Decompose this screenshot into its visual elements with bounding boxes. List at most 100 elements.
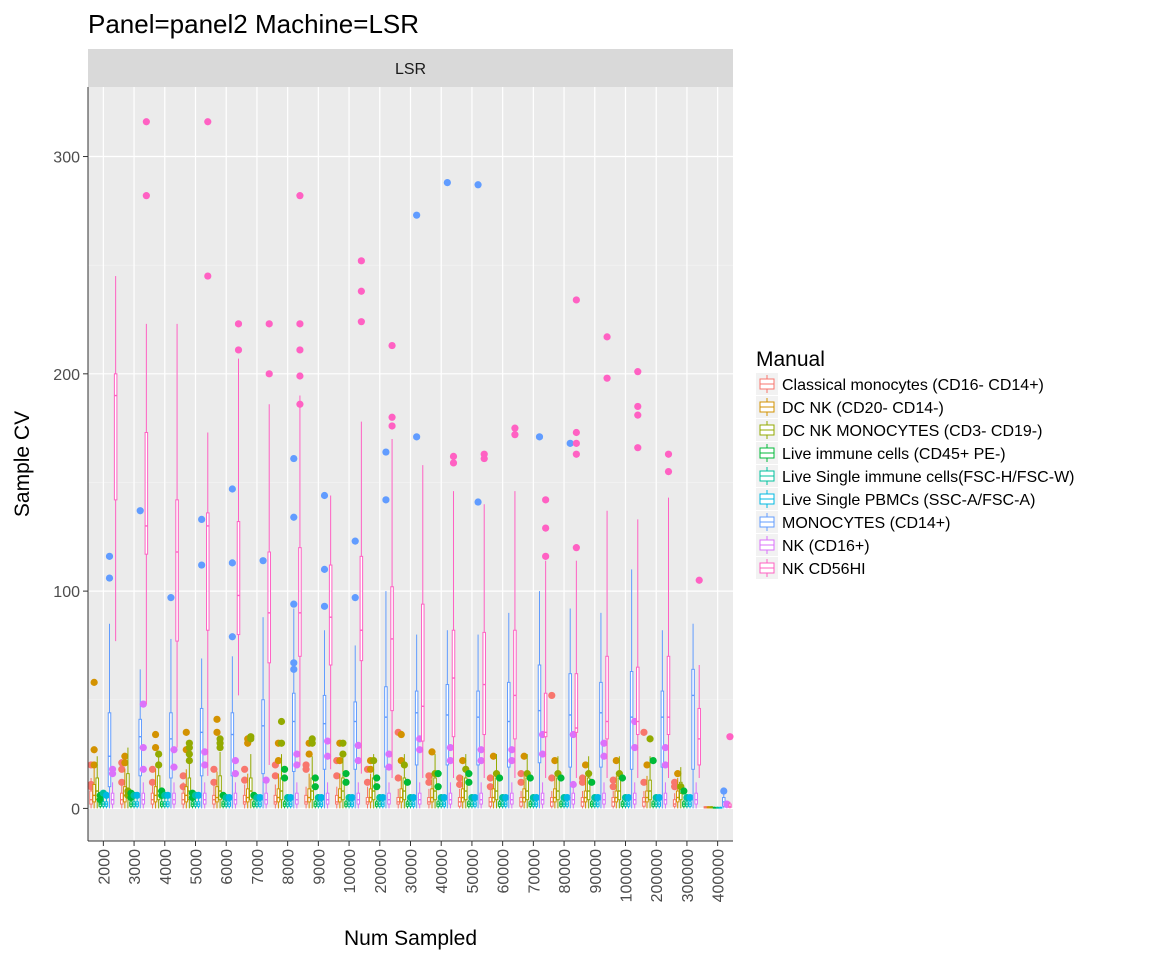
outlier-point [102, 791, 111, 799]
box-plot [551, 757, 559, 809]
outlier-point [548, 691, 556, 700]
outlier-point [323, 737, 332, 745]
box-plot [328, 495, 333, 770]
x-tick-label: 60000 [496, 849, 513, 894]
box-body [368, 788, 373, 803]
outlier-point [305, 750, 313, 758]
box-plot [142, 118, 150, 705]
box-body [675, 790, 680, 803]
box-plot [216, 735, 224, 809]
outlier-point [618, 774, 627, 782]
x-tick-label: 6000 [219, 849, 236, 885]
box-plot [201, 748, 209, 809]
box-plot [542, 496, 550, 778]
box-plot [213, 715, 221, 809]
box-body [507, 681, 511, 768]
box-body [172, 792, 176, 805]
outlier-point [121, 752, 129, 760]
box-plot [694, 782, 698, 809]
box-plot [280, 765, 289, 809]
box-plot [649, 757, 657, 809]
outlier-point [434, 770, 442, 778]
legend-item: NK (CD16+) [756, 534, 870, 556]
box-body [169, 712, 173, 779]
legend-item: Live Single immune cells(FSC-H/FSC-W) [756, 465, 1075, 487]
outlier-point [296, 372, 304, 380]
box-plot [351, 537, 359, 809]
box-plot [175, 323, 179, 748]
box-plot [548, 691, 556, 809]
box-body [233, 792, 238, 805]
box-plot [709, 806, 714, 809]
outlier-point [517, 770, 525, 778]
box-plot [164, 791, 172, 809]
legend-label: Live immune cells (CD45+ PE-) [782, 446, 1006, 463]
outlier-point [121, 759, 129, 767]
box-plot [588, 778, 596, 809]
legend-label: NK CD56HI [782, 561, 866, 578]
box-plot [108, 765, 117, 809]
box-plot [133, 791, 141, 809]
outlier-point [293, 750, 301, 758]
outlier-point [339, 750, 347, 758]
outlier-point [296, 192, 304, 200]
box-plot [385, 750, 393, 809]
box-body [264, 792, 268, 805]
outlier-point [385, 763, 393, 771]
box-plot [102, 791, 111, 809]
box-plot [563, 793, 571, 809]
outlier-point [538, 750, 547, 758]
box-plot [671, 778, 679, 809]
box-plot [691, 623, 695, 809]
outlier-point [674, 770, 682, 778]
outlier-point [373, 774, 381, 782]
outlier-point [339, 739, 347, 747]
box-body [187, 777, 192, 801]
box-plot [640, 728, 648, 809]
box-plot [204, 118, 212, 776]
outlier-point [136, 507, 144, 515]
outlier-point [459, 757, 467, 765]
outlier-point [118, 778, 126, 786]
outlier-point [210, 765, 218, 773]
outlier-point [90, 746, 98, 754]
outlier-point [228, 633, 236, 641]
box-body [199, 707, 204, 777]
box-plot [609, 776, 617, 809]
box-plot [664, 450, 673, 778]
box-body [574, 673, 579, 733]
box-plot [612, 757, 620, 809]
box-body [666, 655, 671, 736]
box-plot [302, 761, 310, 809]
box-plot [127, 789, 135, 809]
box-body [92, 784, 96, 803]
box-plot [167, 594, 175, 809]
outlier-point [170, 746, 178, 754]
outlier-point [277, 717, 286, 726]
outlier-point [290, 513, 298, 521]
outlier-point [228, 559, 236, 567]
outlier-point [578, 778, 587, 786]
outlier-point [640, 778, 648, 786]
outlier-point [449, 459, 458, 467]
outlier-point [354, 757, 362, 765]
outlier-point [551, 757, 559, 765]
box-body [632, 792, 637, 805]
legend-item: Live immune cells (CD45+ PE-) [756, 442, 1006, 464]
box-plot [646, 735, 654, 809]
outlier-point [204, 118, 212, 126]
box-plot [225, 793, 233, 809]
outlier-point [382, 448, 390, 456]
box-body [387, 792, 391, 805]
outlier-point [600, 752, 608, 760]
box-plot [599, 612, 603, 809]
outlier-point [247, 735, 255, 743]
box-body [543, 692, 548, 738]
box-body [261, 699, 265, 775]
outlier-point [416, 746, 424, 754]
outlier-point [474, 181, 482, 189]
box-body [427, 797, 431, 805]
box-plot [486, 774, 494, 809]
legend-label: DC NK (CD20- CD14-) [782, 400, 944, 417]
outlier-point [726, 733, 734, 741]
